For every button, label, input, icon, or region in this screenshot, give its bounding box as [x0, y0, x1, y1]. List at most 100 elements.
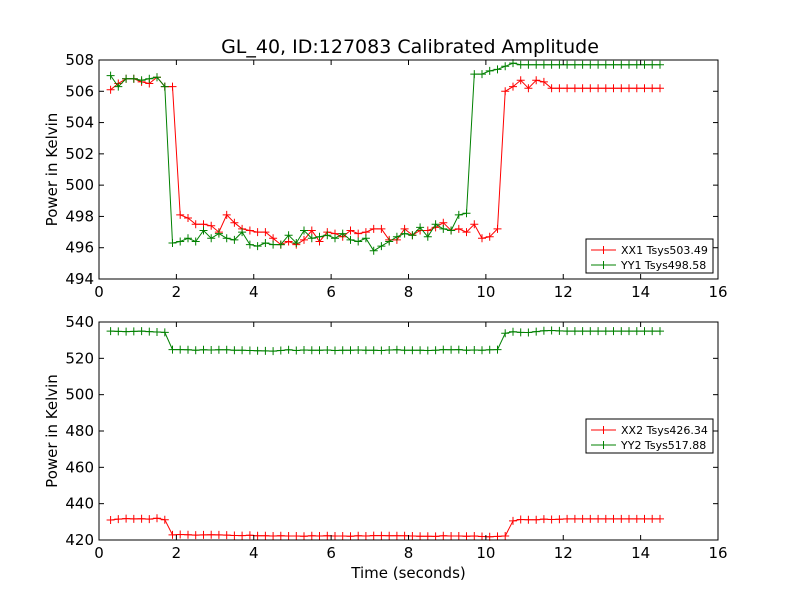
data-point: [617, 84, 626, 93]
data-point: [245, 346, 254, 355]
legend: XX2 Tsys426.34 YY2 Tsys517.88: [585, 418, 714, 454]
data-point: [454, 345, 463, 354]
data-point: [129, 74, 138, 83]
data-point: [137, 76, 146, 85]
data-point: [609, 60, 618, 69]
data-point: [346, 235, 355, 244]
data-point: [423, 346, 432, 355]
data-point: [168, 82, 177, 91]
data-point: [594, 84, 603, 93]
data-point: [431, 346, 440, 355]
data-point: [191, 346, 200, 355]
data-point: [594, 514, 603, 523]
data-point: [253, 346, 262, 355]
data-point: [601, 514, 610, 523]
data-point: [509, 327, 517, 336]
data-point: [385, 237, 394, 246]
data-point: [331, 532, 339, 540]
data-point: [516, 328, 525, 337]
data-point: [385, 531, 394, 540]
data-point: [300, 226, 308, 235]
data-point: [300, 235, 308, 244]
data-point: [129, 514, 138, 523]
data-point: [114, 327, 123, 336]
data-point: [106, 516, 115, 524]
data-point: [284, 231, 293, 240]
data-point: [354, 229, 363, 238]
data-point: [377, 224, 386, 233]
data-point: [493, 224, 502, 233]
data-point: [292, 239, 301, 247]
x-tick-label: 4: [249, 544, 259, 562]
x-tick-label: 16: [708, 283, 727, 301]
data-point: [385, 346, 394, 354]
data-point: [462, 532, 471, 541]
data-point: [261, 346, 270, 355]
data-point: [423, 232, 432, 241]
data-point: [586, 327, 595, 336]
subplot-2: 0 2 4 6 8 10 12 14 16 420 440 460 480 500 520 540 Power …: [43, 313, 728, 582]
data-point: [516, 515, 525, 524]
x-tick-label: 12: [554, 544, 573, 562]
data-point: [648, 84, 657, 93]
y-tick-label: 440: [65, 495, 94, 513]
data-point: [617, 60, 626, 69]
data-point: [354, 237, 363, 246]
data-point: [392, 232, 401, 241]
legend-label: XX2 Tsys426.34: [621, 424, 708, 437]
data-point: [191, 220, 200, 229]
data-point: [617, 327, 626, 336]
x-tick-label: 2: [172, 283, 182, 301]
data-point: [338, 229, 347, 238]
y-tick-label: 500: [65, 176, 94, 194]
data-point: [191, 237, 200, 246]
data-point: [400, 531, 409, 540]
x-tick-label: 10: [476, 283, 495, 301]
data-point: [276, 346, 285, 355]
data-point: [563, 514, 572, 523]
data-point: [617, 514, 626, 523]
data-point: [346, 226, 355, 235]
x-tick-label: 6: [326, 283, 336, 301]
data-point: [493, 65, 502, 74]
data-point: [184, 234, 192, 243]
data-point: [160, 515, 169, 524]
data-point: [106, 85, 115, 94]
data-point: [377, 242, 386, 251]
data-point: [168, 239, 177, 247]
data-point: [532, 76, 541, 85]
y-tick-label: 506: [65, 82, 94, 100]
y-tick-label: 540: [65, 313, 94, 331]
data-point: [331, 234, 339, 243]
data-point: [230, 346, 239, 355]
subplot-1: 0 2 4 6 8 10 12 14 16 494 496 498 500 502 504 506 508 Pow…: [43, 51, 728, 301]
data-point: [539, 326, 548, 335]
data-point: [416, 346, 425, 355]
legend-label: XX1 Tsys503.49: [621, 244, 708, 257]
data-point: [276, 240, 285, 249]
data-point: [586, 60, 595, 69]
data-point: [578, 327, 587, 336]
data-point: [547, 84, 556, 93]
data-point: [114, 515, 123, 524]
data-point: [524, 328, 533, 337]
data-point: [199, 226, 208, 235]
data-point: [207, 221, 216, 230]
data-point: [501, 87, 510, 96]
data-point: [199, 345, 208, 354]
data-point: [509, 516, 517, 525]
legend: XX1 Tsys503.49 YY1 Tsys498.58: [585, 238, 714, 274]
data-point: [509, 82, 517, 91]
data-point: [184, 214, 192, 222]
y-tick-label: 494: [65, 270, 94, 288]
data-point: [454, 532, 463, 540]
data-point: [207, 346, 216, 354]
legend-label: YY2 Tsys517.88: [620, 439, 706, 452]
y-tick-label: 496: [65, 239, 94, 257]
data-point: [563, 84, 572, 93]
x-tick-label: 10: [476, 544, 495, 562]
data-point: [609, 514, 618, 523]
data-point: [656, 60, 664, 69]
data-point: [245, 240, 254, 249]
data-point: [160, 328, 169, 337]
